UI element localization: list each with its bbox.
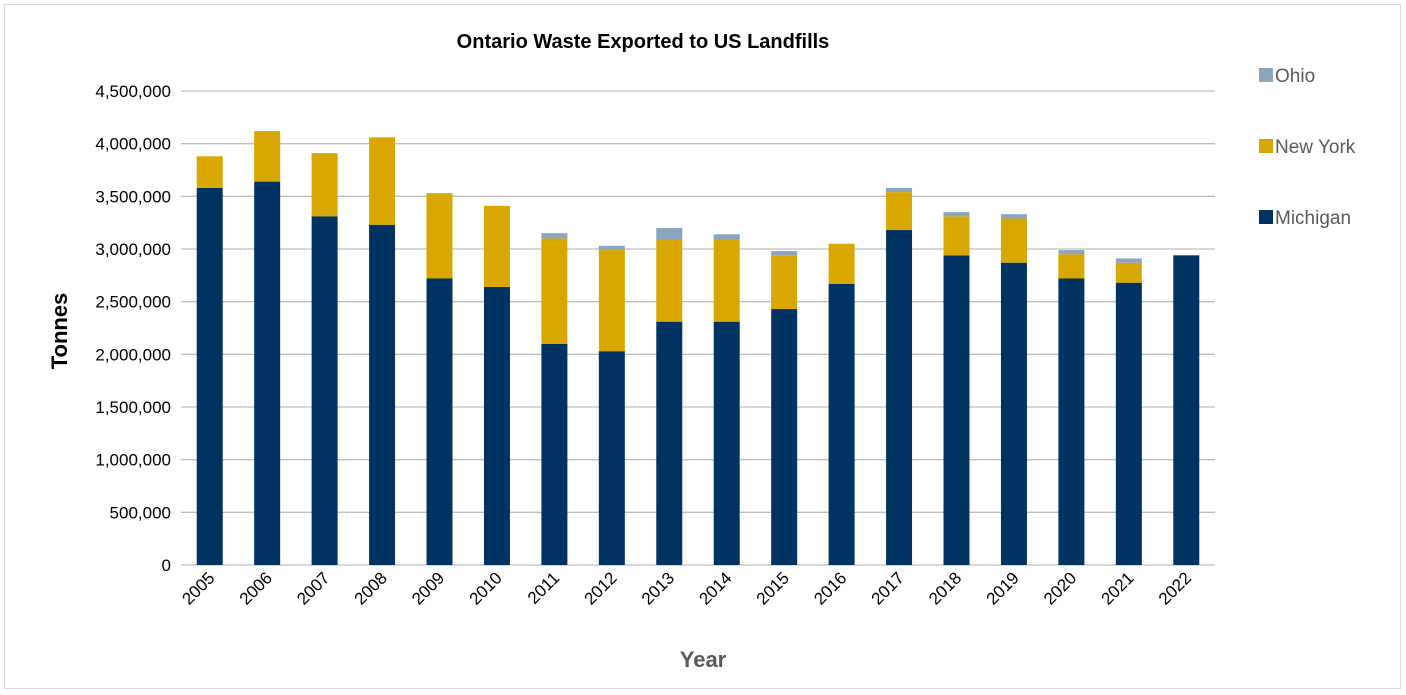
y-tick-label: 4,500,000	[95, 82, 171, 101]
bar-michigan-2016	[828, 283, 855, 565]
bar-ohio-2013	[656, 227, 683, 240]
bar-new-york-2011	[541, 238, 568, 344]
bar-michigan-2005	[196, 187, 223, 565]
bar-michigan-2020	[1058, 278, 1085, 565]
bar-new-york-2019	[1000, 218, 1027, 263]
bar-michigan-2014	[713, 321, 740, 565]
bar-new-york-2008	[369, 137, 396, 225]
legend: Ohio New York Michigan	[1259, 66, 1356, 229]
bar-ohio-2014	[713, 234, 740, 240]
bar-ohio-2020	[1058, 250, 1085, 255]
legend-swatch	[1259, 210, 1273, 224]
x-tick-label: 2008	[351, 568, 391, 608]
y-tick-label: 500,000	[110, 503, 171, 522]
bar-ohio-2011	[541, 233, 568, 239]
legend-label: Ohio	[1275, 66, 1315, 87]
chart-frame: Ontario Waste Exported to US Landfills 0…	[4, 4, 1401, 689]
y-axis-label: Tonnes	[47, 293, 72, 370]
y-axis-ticks: 0 500,000 1,000,000 1,500,000 2,000,000 2,500…	[95, 82, 171, 575]
x-tick-label: 2005	[178, 568, 218, 608]
bar-new-york-2017	[886, 192, 913, 231]
x-tick-label: 2014	[695, 568, 735, 608]
bar-ohio-2017	[886, 187, 913, 193]
x-axis-label: Year	[680, 647, 727, 672]
bar-michigan-2017	[886, 230, 913, 566]
x-tick-label: 2020	[1040, 568, 1080, 608]
x-tick-label: 2012	[580, 568, 620, 608]
bar-new-york-2018	[943, 216, 970, 256]
x-tick-label: 2016	[810, 568, 850, 608]
gridlines	[181, 90, 1215, 566]
bar-michigan-2007	[311, 216, 338, 565]
x-tick-label: 2019	[983, 568, 1023, 608]
y-tick-label: 4,000,000	[95, 135, 171, 154]
y-tick-label: 0	[162, 556, 171, 575]
bar-michigan-2009	[426, 278, 453, 565]
bar-michigan-2022	[1173, 255, 1200, 565]
bar-michigan-2013	[656, 321, 683, 565]
bar-michigan-2012	[598, 351, 625, 565]
bar-new-york-2016	[828, 243, 855, 284]
bar-new-york-2013	[656, 239, 683, 322]
bars	[196, 131, 1200, 566]
y-tick-label: 2,000,000	[95, 345, 171, 364]
bar-new-york-2014	[713, 239, 740, 322]
x-axis-ticks: 2005 2006 2007 2008 2009 2010 2011 2012 2013 2014…	[178, 568, 1195, 608]
x-tick-label: 2015	[753, 568, 793, 608]
x-tick-label: 2007	[293, 568, 333, 608]
x-tick-label: 2017	[868, 568, 908, 608]
stacked-bar-chart: Ontario Waste Exported to US Landfills 0…	[47, 31, 1356, 672]
bar-michigan-2015	[771, 309, 798, 565]
x-tick-label: 2018	[925, 568, 965, 608]
bar-michigan-2018	[943, 255, 970, 565]
bar-ohio-2015	[771, 251, 798, 256]
bar-new-york-2012	[598, 250, 625, 352]
bar-new-york-2010	[483, 205, 510, 287]
bar-ohio-2018	[943, 212, 970, 217]
y-tick-label: 1,500,000	[95, 398, 171, 417]
y-tick-label: 1,000,000	[95, 451, 171, 470]
x-tick-label: 2010	[466, 568, 506, 608]
x-tick-label: 2011	[524, 568, 563, 607]
y-tick-label: 3,500,000	[95, 187, 171, 206]
bar-michigan-2010	[483, 286, 510, 565]
bar-new-york-2007	[311, 153, 338, 217]
x-tick-label: 2009	[408, 568, 448, 608]
legend-swatch	[1259, 139, 1273, 153]
bar-michigan-2021	[1115, 282, 1142, 565]
bar-ohio-2021	[1115, 258, 1142, 263]
bar-new-york-2021	[1115, 262, 1142, 283]
legend-label: Michigan	[1275, 208, 1351, 229]
y-tick-label: 2,500,000	[95, 293, 171, 312]
legend-swatch	[1259, 68, 1273, 82]
legend-label: New York	[1275, 137, 1356, 158]
x-tick-label: 2013	[638, 568, 678, 608]
bar-ohio-2019	[1000, 214, 1027, 219]
bar-michigan-2008	[369, 224, 396, 566]
x-tick-label: 2021	[1097, 568, 1137, 608]
bar-new-york-2015	[771, 255, 798, 310]
x-tick-label: 2022	[1155, 568, 1195, 608]
chart-title: Ontario Waste Exported to US Landfills	[457, 31, 830, 53]
bar-michigan-2006	[254, 181, 281, 565]
y-tick-label: 3,000,000	[95, 240, 171, 259]
bar-new-york-2006	[254, 131, 281, 182]
bar-michigan-2011	[541, 343, 568, 565]
bar-michigan-2019	[1000, 262, 1027, 565]
bar-new-york-2005	[196, 156, 223, 188]
bar-new-york-2009	[426, 193, 453, 279]
x-tick-label: 2006	[236, 568, 276, 608]
bar-new-york-2020	[1058, 254, 1085, 279]
bar-ohio-2012	[598, 245, 625, 251]
